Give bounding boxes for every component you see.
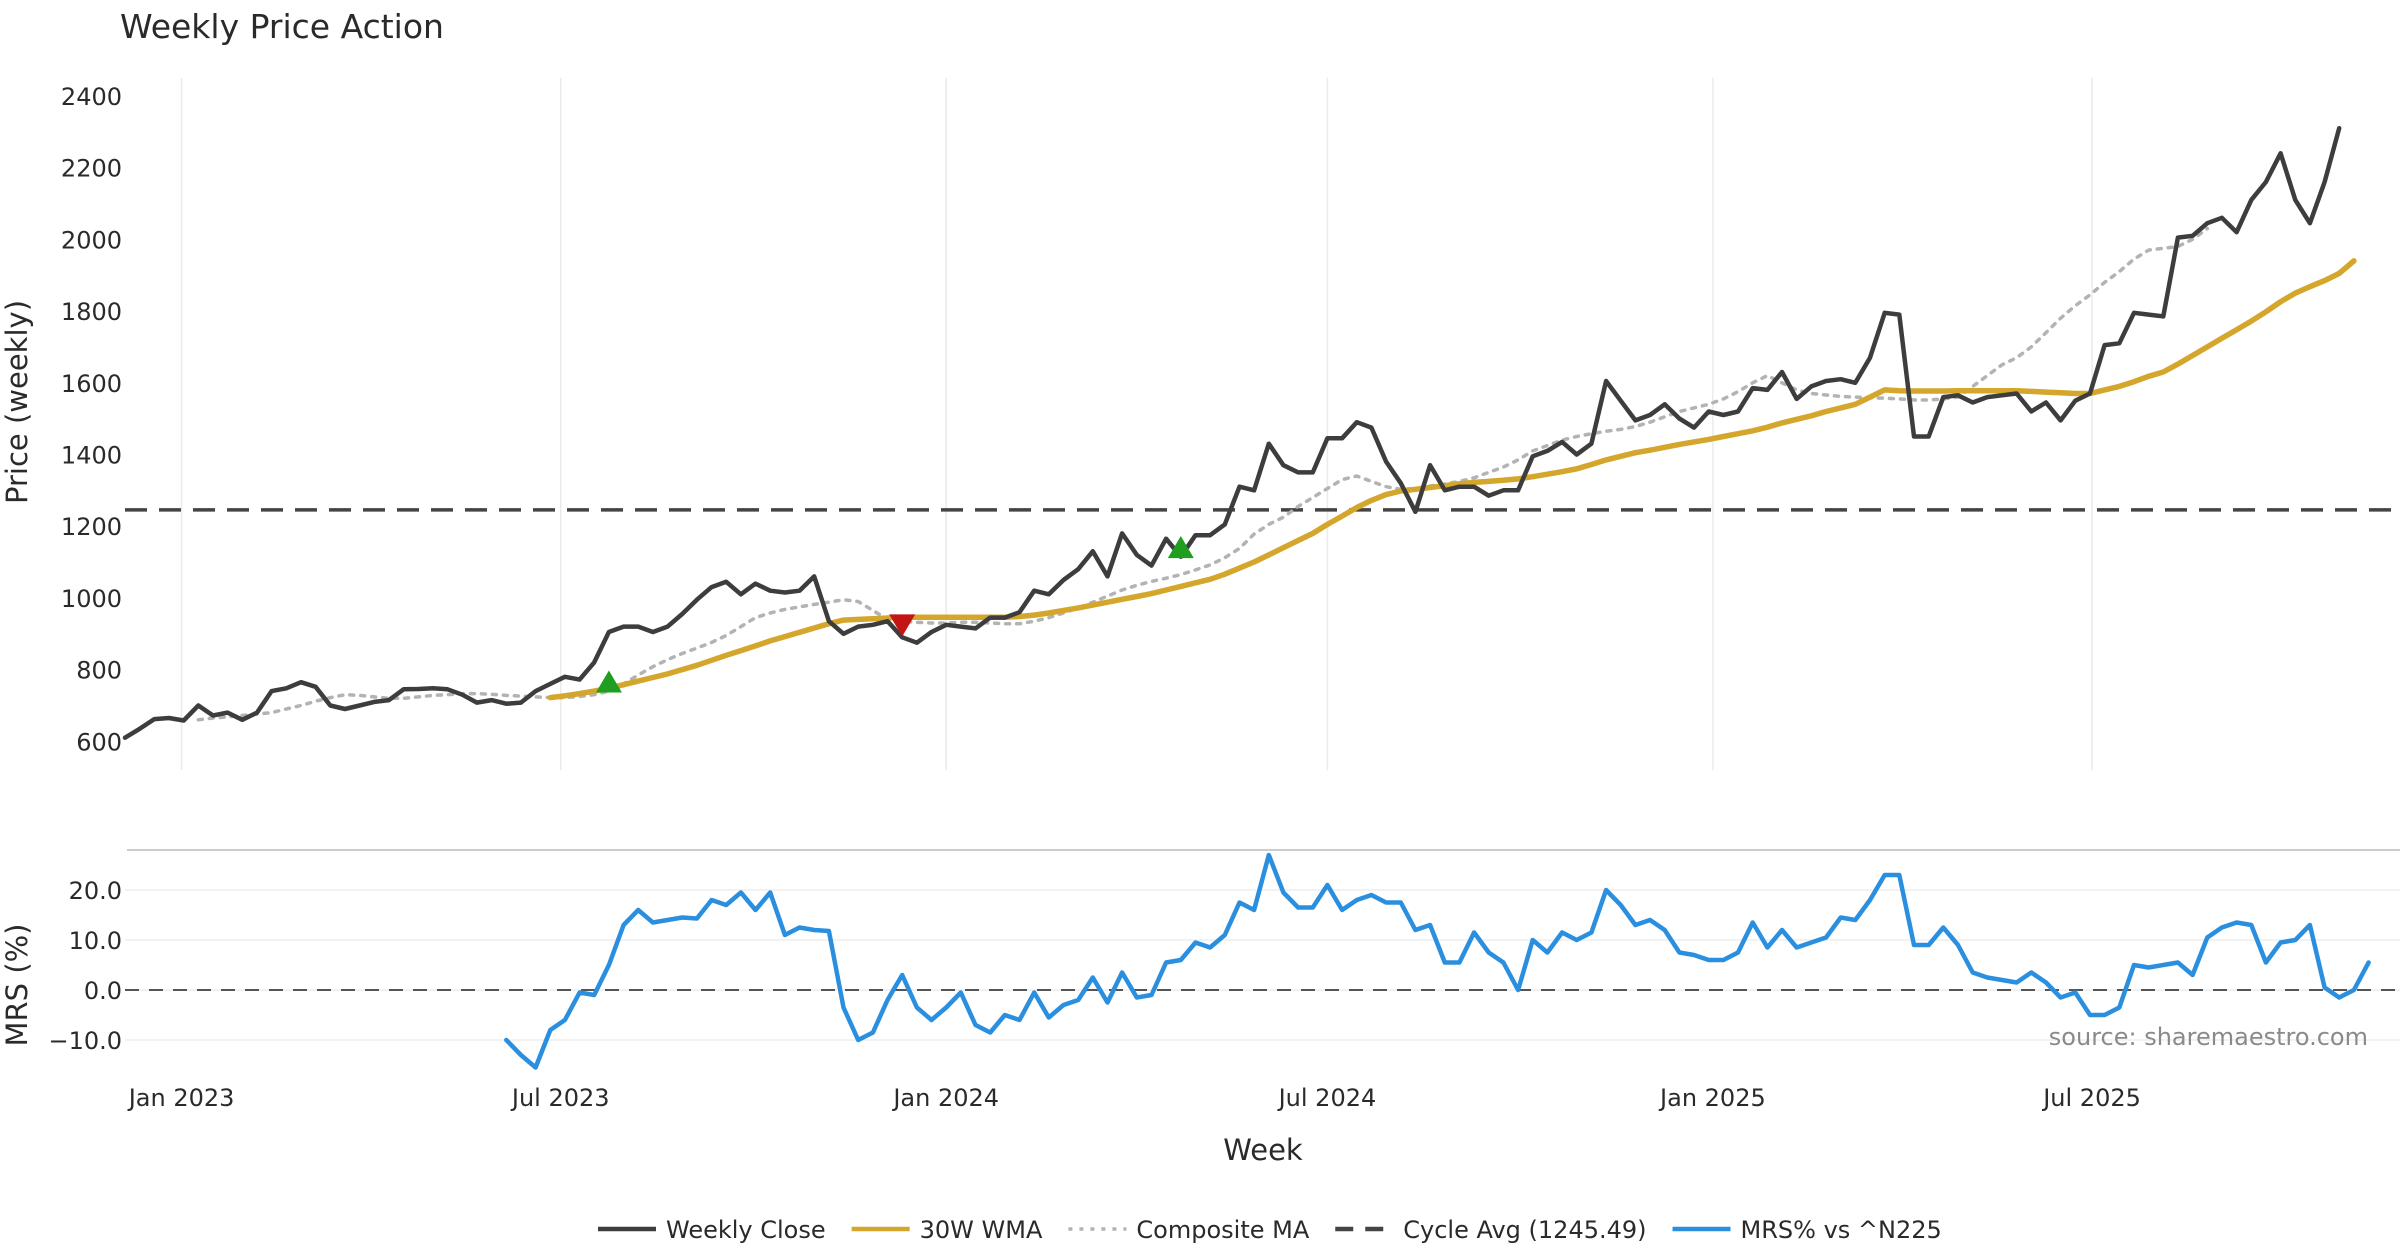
price-y-tick-label: 800 bbox=[76, 657, 122, 685]
legend-label: MRS% vs ^N225 bbox=[1741, 1216, 1942, 1244]
legend: Weekly Close 30W WMA Composite MA Cycle Avg… bbox=[598, 1216, 1942, 1244]
mrs-series bbox=[504, 852, 2371, 1070]
price-y-tick-label: 2400 bbox=[61, 83, 122, 111]
x-tick-label: Jan 2023 bbox=[127, 1084, 235, 1112]
price-y-tick-label: 1800 bbox=[61, 298, 122, 326]
legend-label: Weekly Close bbox=[666, 1216, 826, 1244]
legend-item: Cycle Avg (1245.49) bbox=[1335, 1216, 1647, 1244]
buy-signal-marker bbox=[595, 670, 622, 693]
x-tick-label: Jan 2025 bbox=[1658, 1084, 1766, 1112]
price-y-ticks: 600 800 1000 1200 1400 1600 1800 2000 2200 2400 bbox=[61, 83, 122, 756]
legend-label: Cycle Avg (1245.49) bbox=[1403, 1216, 1646, 1244]
legend-item: Composite MA bbox=[1068, 1216, 1310, 1244]
legend-label: Composite MA bbox=[1136, 1216, 1309, 1244]
price-y-tick-label: 2000 bbox=[61, 226, 122, 254]
mrs-y-tick-label: −10.0 bbox=[48, 1027, 122, 1055]
series-composite-ma bbox=[196, 226, 2210, 722]
price-series bbox=[122, 125, 2357, 740]
price-y-axis-label: Price (weekly) bbox=[0, 300, 34, 504]
series-weekly-close bbox=[122, 125, 2342, 740]
mrs-grid bbox=[125, 889, 2400, 1041]
series-mrs bbox=[504, 852, 2371, 1070]
sell-signal-marker bbox=[889, 614, 916, 637]
x-ticks: Jan 2023 Jul 2023 Jan 2024 Jul 2024 Jan 2025… bbox=[127, 1084, 2141, 1112]
legend-label: 30W WMA bbox=[920, 1216, 1043, 1244]
price-y-tick-label: 600 bbox=[76, 728, 122, 756]
mrs-y-tick-label: 0.0 bbox=[84, 977, 122, 1005]
legend-item: Weekly Close bbox=[598, 1216, 826, 1244]
series-30w-wma bbox=[547, 258, 2357, 701]
buy-signal-marker bbox=[1167, 535, 1194, 559]
price-y-tick-label: 1000 bbox=[61, 585, 122, 613]
signal-markers bbox=[595, 535, 1194, 693]
price-y-tick-label: 1600 bbox=[61, 370, 122, 398]
legend-item: 30W WMA bbox=[851, 1216, 1043, 1244]
price-y-tick-label: 1200 bbox=[61, 513, 122, 541]
x-tick-label: Jul 2024 bbox=[1277, 1084, 1377, 1112]
mrs-y-ticks: −10.0 0.0 20.0 10.0 bbox=[48, 877, 122, 1055]
price-y-tick-label: 1400 bbox=[61, 441, 122, 469]
price-y-tick-label: 2200 bbox=[61, 155, 122, 183]
mrs-y-tick-label: 20.0 bbox=[69, 877, 122, 905]
x-tick-label: Jan 2024 bbox=[891, 1084, 999, 1112]
x-axis-label: Week bbox=[1223, 1133, 1303, 1167]
source-credit: source: sharemaestro.com bbox=[2049, 1023, 2368, 1051]
x-tick-label: Jul 2023 bbox=[510, 1084, 610, 1112]
chart-title: Weekly Price Action bbox=[120, 7, 444, 46]
x-tick-label: Jul 2025 bbox=[2041, 1084, 2141, 1112]
mrs-y-axis-label: MRS (%) bbox=[0, 924, 34, 1047]
price-grid bbox=[180, 78, 2093, 770]
legend-item: MRS% vs ^N225 bbox=[1672, 1216, 1942, 1244]
mrs-y-tick-label: 10.0 bbox=[69, 927, 122, 955]
